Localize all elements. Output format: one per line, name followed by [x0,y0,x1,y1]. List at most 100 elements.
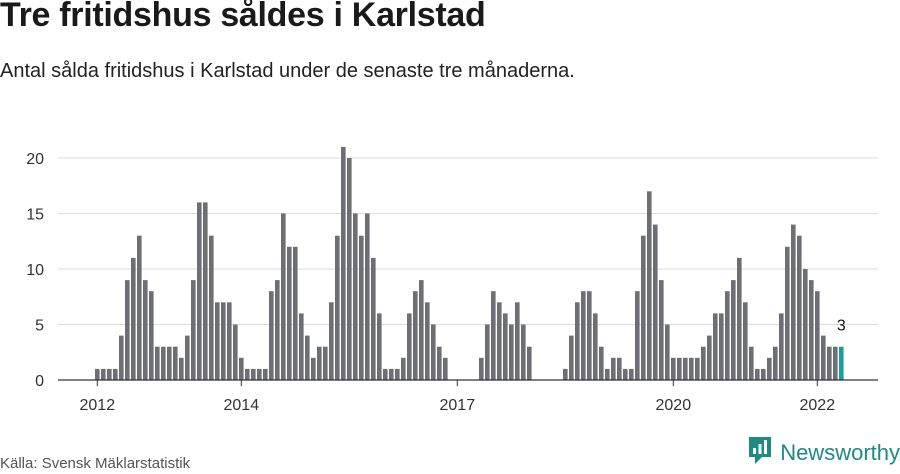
bar [647,191,652,380]
bar [671,357,676,380]
bar-series [95,146,844,380]
bar [347,158,352,380]
page-title: Tre fritidshus såldes i Karlstad [0,0,486,34]
bar [611,357,616,380]
bar [371,257,376,380]
y-tick-label: 20 [26,151,44,168]
bar [125,280,130,380]
gridlines [58,157,878,325]
bar [401,357,406,380]
bar [767,357,772,380]
bar [635,291,640,380]
bar [737,257,742,380]
bar [137,235,142,380]
bar [761,368,766,380]
x-axis-ticks: 2012 2014 2017 2020 2022 [80,380,836,414]
bar [749,346,754,380]
bar [107,368,112,380]
bar [593,313,598,380]
bar [383,368,388,380]
bar [149,291,154,380]
bar [575,302,580,380]
bar [509,324,514,380]
bar [713,313,718,380]
bar [119,335,124,380]
bar [743,302,748,380]
bar [323,346,328,380]
bar [311,357,316,380]
bar [821,335,826,380]
bar [407,313,412,380]
bar [443,357,448,380]
bar [185,335,190,380]
bar [293,246,298,380]
bar [809,280,814,380]
bar [695,357,700,380]
bar [197,202,202,380]
page-subtitle: Antal sålda fritidshus i Karlstad under … [0,60,575,82]
bar [437,346,442,380]
bar [281,213,286,380]
bar [245,368,250,380]
bar [239,357,244,380]
bar [659,280,664,380]
x-tick-label: 2014 [224,397,260,414]
bar [425,302,430,380]
bar [299,313,304,380]
bar [587,291,592,380]
bar [641,235,646,380]
bar [329,302,334,380]
bar [569,335,574,380]
y-axis-ticks: 0 5 10 15 20 [26,151,44,390]
y-tick-label: 5 [35,318,44,335]
bar [143,280,148,380]
bar [389,368,394,380]
bar [515,302,520,380]
bar [173,346,178,380]
bar [167,346,172,380]
bar [707,335,712,380]
bar [683,357,688,380]
bar [731,280,736,380]
bar [227,302,232,380]
bar [623,368,628,380]
data-label: 3 [837,318,846,335]
bar [287,246,292,380]
x-tick-label: 2017 [440,397,476,414]
bar [233,324,238,380]
bar [95,368,100,380]
bar [773,346,778,380]
bar [263,368,268,380]
bar [629,368,634,380]
data-annotations: 3 [837,318,846,335]
x-tick-label: 2020 [656,397,692,414]
bar [413,291,418,380]
bar [719,313,724,380]
bar [335,235,340,380]
bar [791,224,796,380]
y-tick-label: 15 [26,207,44,224]
bar [803,269,808,380]
bar [191,280,196,380]
brand-logo[interactable]: Newsworthy [747,435,900,470]
bar [779,313,784,380]
bar [833,346,838,380]
bar [419,280,424,380]
bar [701,346,706,380]
bar [275,280,280,380]
bar [353,213,358,380]
bar [527,346,532,380]
bar [305,335,310,380]
bar [581,291,586,380]
bar [113,368,118,380]
bar [161,346,166,380]
x-tick-label: 2022 [800,397,836,414]
bar [203,202,208,380]
bar [497,302,502,380]
bar [815,291,820,380]
bar [485,324,490,380]
y-tick-label: 10 [26,262,44,279]
bar [797,235,802,380]
bar [341,146,346,380]
